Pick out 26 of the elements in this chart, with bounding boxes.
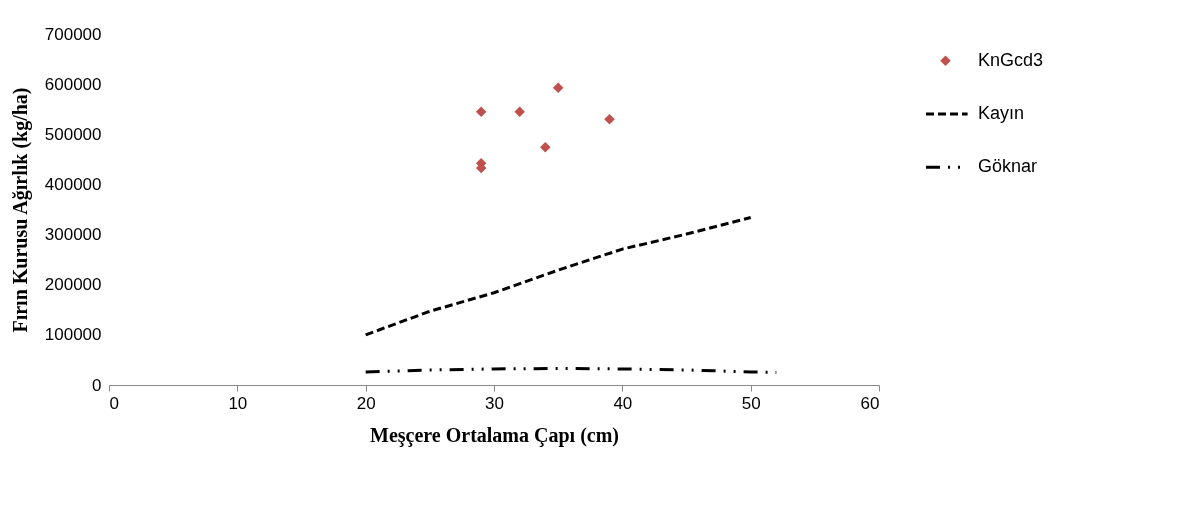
- y-tick-label: 400000: [44, 174, 102, 194]
- point: [540, 142, 551, 153]
- x-tick-label: 20: [356, 393, 376, 413]
- x-tick-label: 50: [741, 393, 761, 413]
- legend-label: Göknar: [978, 156, 1038, 177]
- legend-label: KnGcd3: [978, 49, 1044, 70]
- y-tick-label: 600000: [44, 74, 102, 94]
- line-series: [364, 216, 753, 337]
- x-tick-label: 0: [109, 393, 119, 413]
- y-tick-label: 700000: [44, 24, 102, 44]
- x-tick-label: 40: [613, 393, 633, 413]
- y-tick-label: 200000: [44, 275, 102, 295]
- y-tick-label: 300000: [44, 225, 102, 245]
- point: [475, 106, 487, 117]
- y-axis-title: Fırın Kurusu Ağırlık (kg/ha): [8, 87, 32, 333]
- point: [552, 82, 564, 93]
- x-tick-label: 30: [485, 393, 504, 413]
- point: [514, 106, 525, 117]
- x-axis-title: Meşçere Ortalama Çapı (cm): [370, 423, 619, 447]
- y-tick-label: 500000: [44, 124, 102, 144]
- y-tick-label: 100000: [44, 325, 102, 345]
- legend-label: Kayın: [978, 103, 1025, 123]
- x-tick-label: 60: [860, 393, 880, 413]
- x-tick-label: 10: [228, 393, 248, 413]
- point: [604, 114, 615, 125]
- y-tick-label: 0: [92, 375, 102, 395]
